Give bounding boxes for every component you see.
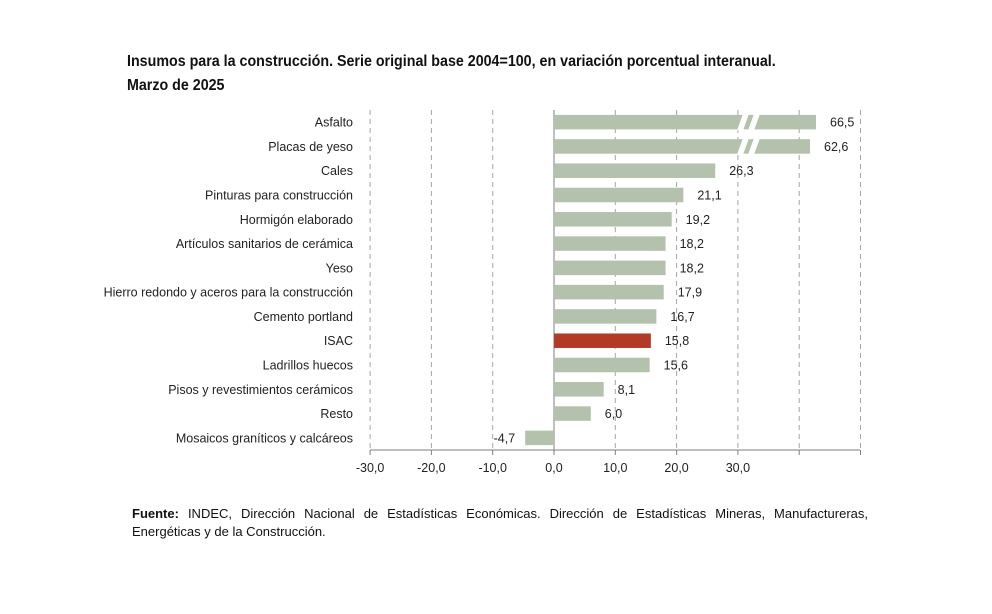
category-label: Hierro redondo y aceros para la construc… — [104, 286, 353, 300]
value-label: 19,2 — [686, 213, 710, 227]
value-label: 18,2 — [680, 237, 704, 251]
value-label: 66,5 — [830, 116, 854, 130]
value-label: 8,1 — [618, 383, 635, 397]
x-tick-label: 30,0 — [726, 461, 750, 475]
category-label: Cales — [321, 164, 353, 178]
value-label: 18,2 — [680, 261, 704, 275]
category-label: Asfalto — [315, 116, 353, 130]
chart-title-line1: Insumos para la construcción. Serie orig… — [127, 53, 776, 70]
source-note: Fuente: INDEC, Dirección Nacional de Est… — [132, 505, 868, 541]
value-label: 17,9 — [678, 286, 702, 300]
bar — [554, 309, 657, 324]
category-label: Hormigón elaborado — [240, 213, 353, 227]
bar — [554, 284, 664, 300]
value-label: 21,1 — [697, 189, 721, 203]
category-label: Resto — [320, 407, 353, 421]
x-tick-label: -20,0 — [417, 461, 446, 475]
category-label: Pisos y revestimientos cerámicos — [168, 383, 353, 397]
category-label: Pinturas para construcción — [205, 189, 353, 203]
bar — [554, 212, 672, 227]
chart-title: Insumos para la construcción. Serie orig… — [127, 50, 826, 98]
bar — [554, 139, 810, 154]
x-tick-label: 20,0 — [664, 461, 688, 475]
bar — [554, 163, 716, 178]
axis-break-mark — [748, 113, 760, 131]
category-label: Yeso — [326, 261, 353, 275]
category-label: ISAC — [324, 334, 353, 348]
bar — [525, 430, 554, 446]
value-label: 62,6 — [824, 140, 848, 154]
x-tick-label: -10,0 — [478, 461, 507, 475]
axis-break-mark — [737, 113, 749, 131]
bar — [554, 382, 604, 397]
bar — [554, 357, 650, 373]
category-label: Mosaicos graníticos y calcáreos — [176, 431, 353, 445]
bar — [554, 333, 651, 348]
source-label: Fuente: — [132, 506, 179, 521]
source-text: INDEC, Dirección Nacional de Estadística… — [132, 506, 868, 539]
category-label: Artículos sanitarios de cerámica — [176, 237, 353, 251]
value-label: 6,0 — [605, 407, 622, 421]
bar — [554, 406, 591, 421]
x-tick-label: 0,0 — [545, 461, 562, 475]
value-label: 15,6 — [664, 359, 688, 373]
bar — [554, 187, 684, 203]
value-label: 15,8 — [665, 334, 689, 348]
chart-title-line2: Marzo de 2025 — [127, 77, 225, 94]
value-label: 26,3 — [729, 164, 753, 178]
value-label: -4,7 — [494, 431, 516, 445]
category-label: Cemento portland — [254, 310, 353, 324]
value-label: 16,7 — [670, 310, 694, 324]
category-label: Placas de yeso — [268, 140, 353, 154]
bar — [554, 260, 666, 276]
x-tick-label: 10,0 — [603, 461, 627, 475]
bar — [554, 114, 816, 130]
category-label: Ladrillos huecos — [263, 359, 353, 373]
x-tick-label: -30,0 — [356, 461, 385, 475]
bar — [554, 236, 666, 251]
axis-break-mark — [748, 138, 760, 155]
axis-break-mark — [737, 138, 749, 155]
